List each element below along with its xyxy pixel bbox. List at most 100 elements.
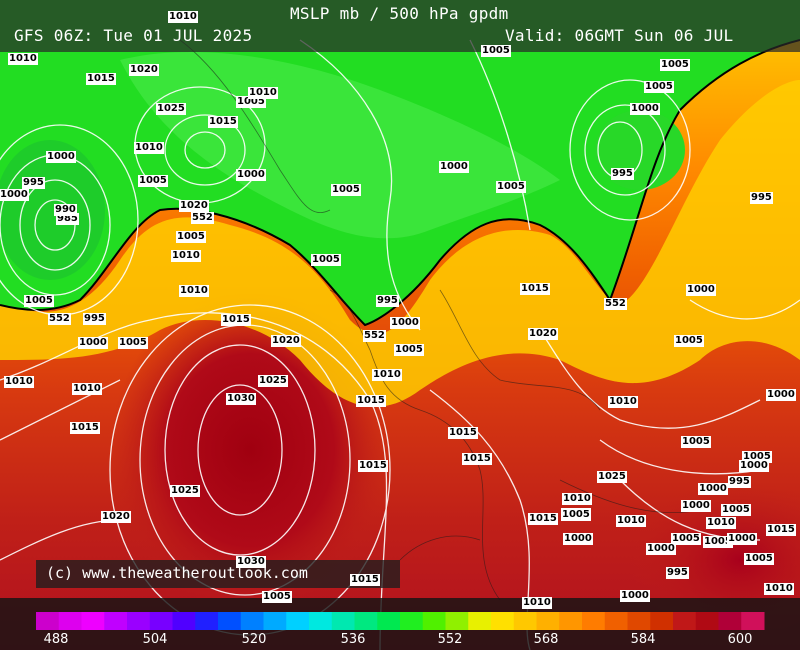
pressure-label: 1020 — [179, 200, 209, 212]
pressure-label: 995 — [666, 567, 689, 579]
legend-tick-label: 520 — [241, 632, 267, 647]
pressure-label: 1005 — [24, 295, 54, 307]
pressure-label: 1005 — [394, 344, 424, 356]
valid-time-label: Valid: 06GMT Sun 06 JUL — [505, 26, 734, 45]
pressure-label: 995 — [376, 295, 399, 307]
pressure-label: 1005 — [496, 181, 526, 193]
pressure-label: 1025 — [170, 485, 200, 497]
pressure-label: 1015 — [208, 116, 238, 128]
model-run-label: GFS 06Z: Tue 01 JUL 2025 — [14, 26, 253, 45]
legend-tick-label: 600 — [727, 632, 753, 647]
pressure-label: 1005 — [744, 553, 774, 565]
pressure-label: 1000 — [563, 533, 593, 545]
pressure-label: 1005 — [481, 45, 511, 57]
pressure-label: 1010 — [72, 383, 102, 395]
pressure-label: 1020 — [271, 335, 301, 347]
pressure-label: 1015 — [462, 453, 492, 465]
pressure-label: 1010 — [168, 11, 198, 23]
pressure-label: 1030 — [236, 556, 266, 568]
pressure-label: 1010 — [562, 493, 592, 505]
pressure-label: 1010 — [171, 250, 201, 262]
scandi-low-core — [595, 110, 685, 190]
pressure-label: 995 — [83, 313, 106, 325]
legend-tick-label: 552 — [437, 632, 463, 647]
pressure-label: 1005 — [671, 533, 701, 545]
pressure-label: 995 — [750, 192, 773, 204]
pressure-label: 1000 — [78, 337, 108, 349]
pressure-label: 1010 — [522, 597, 552, 609]
pressure-label: 1000 — [630, 103, 660, 115]
pressure-label: 1005 — [721, 504, 751, 516]
pressure-label: 1015 — [358, 460, 388, 472]
pressure-label: 552 — [363, 330, 386, 342]
pressure-label: 995 — [611, 168, 634, 180]
pressure-label: 1000 — [766, 389, 796, 401]
yellow-band — [0, 80, 800, 407]
line-552-boundary — [0, 39, 800, 327]
pressure-label: 1005 — [311, 254, 341, 266]
pressure-label: 1000 — [46, 151, 76, 163]
credit-text: (c) www.theweatheroutlook.com — [46, 564, 308, 582]
pressure-label: 1025 — [597, 471, 627, 483]
pressure-label: 1005 — [262, 591, 292, 603]
pressure-label: 1015 — [70, 422, 100, 434]
pressure-label: 1000 — [686, 284, 716, 296]
pressure-label: 1005 — [681, 436, 711, 448]
pressure-label: 1030 — [226, 393, 256, 405]
pressure-label: 1015 — [766, 524, 796, 536]
pressure-label: 1000 — [681, 500, 711, 512]
coastlines — [179, 39, 701, 601]
pressure-label: 1005 — [236, 96, 266, 108]
pressure-label: 1015 — [448, 427, 478, 439]
pressure-label: 1010 — [134, 142, 164, 154]
pressure-label: 1010 — [706, 517, 736, 529]
pressure-label: 1015 — [520, 283, 550, 295]
pressure-label: 1005 — [176, 231, 206, 243]
pressure-label: 1025 — [258, 375, 288, 387]
pressure-label: 1010 — [8, 53, 38, 65]
pressure-label: 1010 — [764, 583, 794, 595]
pressure-label: 1005 — [331, 184, 361, 196]
pressure-label: 1000 — [439, 161, 469, 173]
pressure-label: 1000 — [236, 169, 266, 181]
pressure-label: 1000 — [646, 543, 676, 555]
pressure-label: 1025 — [156, 103, 186, 115]
pressure-label: 1010 — [372, 369, 402, 381]
pressure-label: 995 — [728, 476, 751, 488]
pressure-label: 1010 — [4, 376, 34, 388]
legend-panel — [0, 598, 800, 650]
pressure-label: 1005 — [644, 81, 674, 93]
pressure-label: 995 — [22, 177, 45, 189]
pressure-label: 1005 — [138, 175, 168, 187]
legend-tick-label: 488 — [43, 632, 69, 647]
pressure-label: 1015 — [221, 314, 251, 326]
iceland-low-core — [0, 140, 105, 280]
pressure-label: 1020 — [129, 64, 159, 76]
pressure-label: 1010 — [248, 87, 278, 99]
pressure-label: 1010 — [179, 285, 209, 297]
legend-tick-label: 536 — [340, 632, 366, 647]
pressure-label: 1005 — [118, 337, 148, 349]
green-light-core — [120, 51, 560, 239]
pressure-label: 1005 — [561, 509, 591, 521]
pressure-label: 1000 — [727, 533, 757, 545]
pressure-label: 1015 — [528, 513, 558, 525]
pressure-label: 552 — [604, 298, 627, 310]
pressure-label: 1015 — [356, 395, 386, 407]
pressure-label: 990 — [54, 204, 77, 216]
legend-tick-label: 584 — [630, 632, 656, 647]
pressure-label: 1000 — [698, 483, 728, 495]
credit-box: (c) www.theweatheroutlook.com — [36, 560, 400, 588]
pressure-label: 1000 — [0, 189, 29, 201]
pressure-label: 1000 — [390, 317, 420, 329]
pressure-label: 1000 — [739, 460, 769, 472]
isobars — [0, 39, 800, 650]
pressure-label: 1015 — [86, 73, 116, 85]
pressure-label: 1010 — [616, 515, 646, 527]
map-header: MSLP mb / 500 hPa gpdm GFS 06Z: Tue 01 J… — [0, 0, 800, 52]
pressure-label: 1020 — [528, 328, 558, 340]
pressure-label: 985 — [56, 213, 79, 225]
pressure-label: 552 — [191, 212, 214, 224]
pressure-label: 1020 — [101, 511, 131, 523]
